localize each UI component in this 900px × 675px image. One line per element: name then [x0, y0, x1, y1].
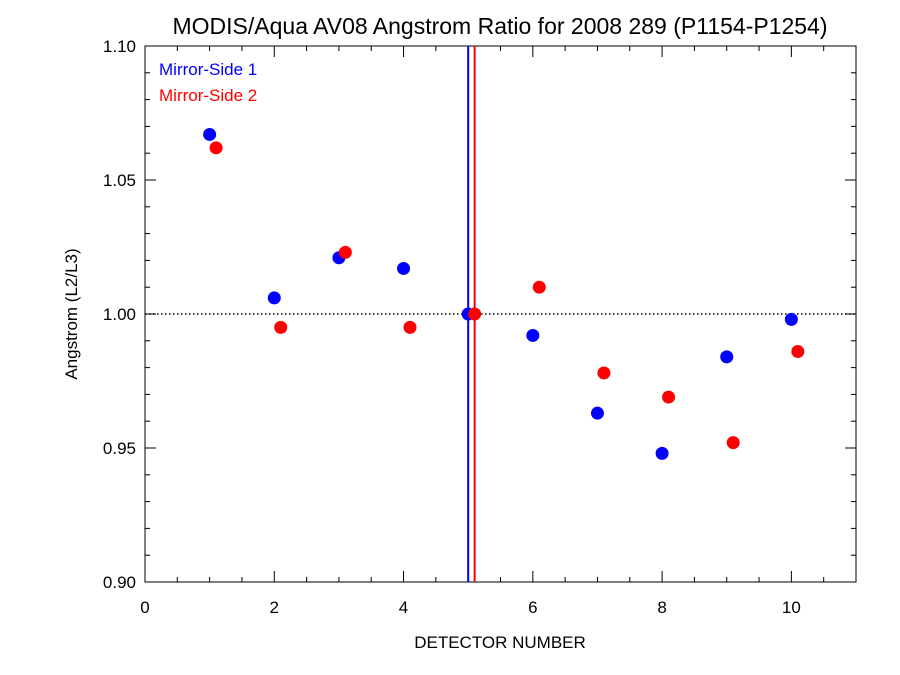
data-point-side-2 — [209, 141, 223, 155]
data-point-side-2 — [532, 280, 546, 294]
data-point-side-2 — [662, 390, 676, 404]
data-point-side-2 — [403, 320, 417, 334]
data-point-side-1 — [267, 291, 281, 305]
data-point-side-1 — [720, 350, 734, 364]
data-point-side-2 — [468, 307, 482, 321]
x-tick-label: 6 — [528, 598, 537, 617]
legend-entry-side-2: Mirror-Side 2 — [159, 86, 257, 105]
y-tick-label: 0.90 — [103, 573, 136, 592]
x-axis-label: DETECTOR NUMBER — [414, 633, 586, 652]
y-tick-label: 0.95 — [103, 439, 136, 458]
x-tick-label: 10 — [782, 598, 801, 617]
x-tick-label: 4 — [399, 598, 408, 617]
legend: Mirror-Side 1 Mirror-Side 2 — [159, 60, 257, 105]
y-tick-label: 1.00 — [103, 305, 136, 324]
data-point-side-1 — [526, 328, 540, 342]
y-axis-label: Angstrom (L2/L3) — [62, 248, 81, 379]
data-point-side-2 — [274, 320, 288, 334]
data-point-side-1 — [397, 261, 411, 275]
legend-entry-side-1: Mirror-Side 1 — [159, 60, 257, 79]
chart-title: MODIS/Aqua AV08 Angstrom Ratio for 2008 … — [172, 13, 827, 39]
data-point-side-1 — [655, 446, 669, 460]
data-point-side-1 — [203, 127, 217, 141]
data-point-side-2 — [726, 436, 740, 450]
data-point-side-1 — [784, 312, 798, 326]
plot-area: 0 2 4 6 8 10 0.90 0.95 1.00 1.05 1.10 — [103, 37, 857, 617]
x-tick-label: 0 — [140, 598, 149, 617]
y-tick-label: 1.10 — [103, 37, 136, 56]
x-tick-label: 2 — [270, 598, 279, 617]
y-tick-label: 1.05 — [103, 171, 136, 190]
data-point-side-2 — [791, 345, 805, 359]
x-tick-label: 8 — [657, 598, 666, 617]
data-point-side-2 — [597, 366, 611, 380]
data-point-side-2 — [338, 245, 352, 259]
data-point-side-1 — [590, 406, 604, 420]
